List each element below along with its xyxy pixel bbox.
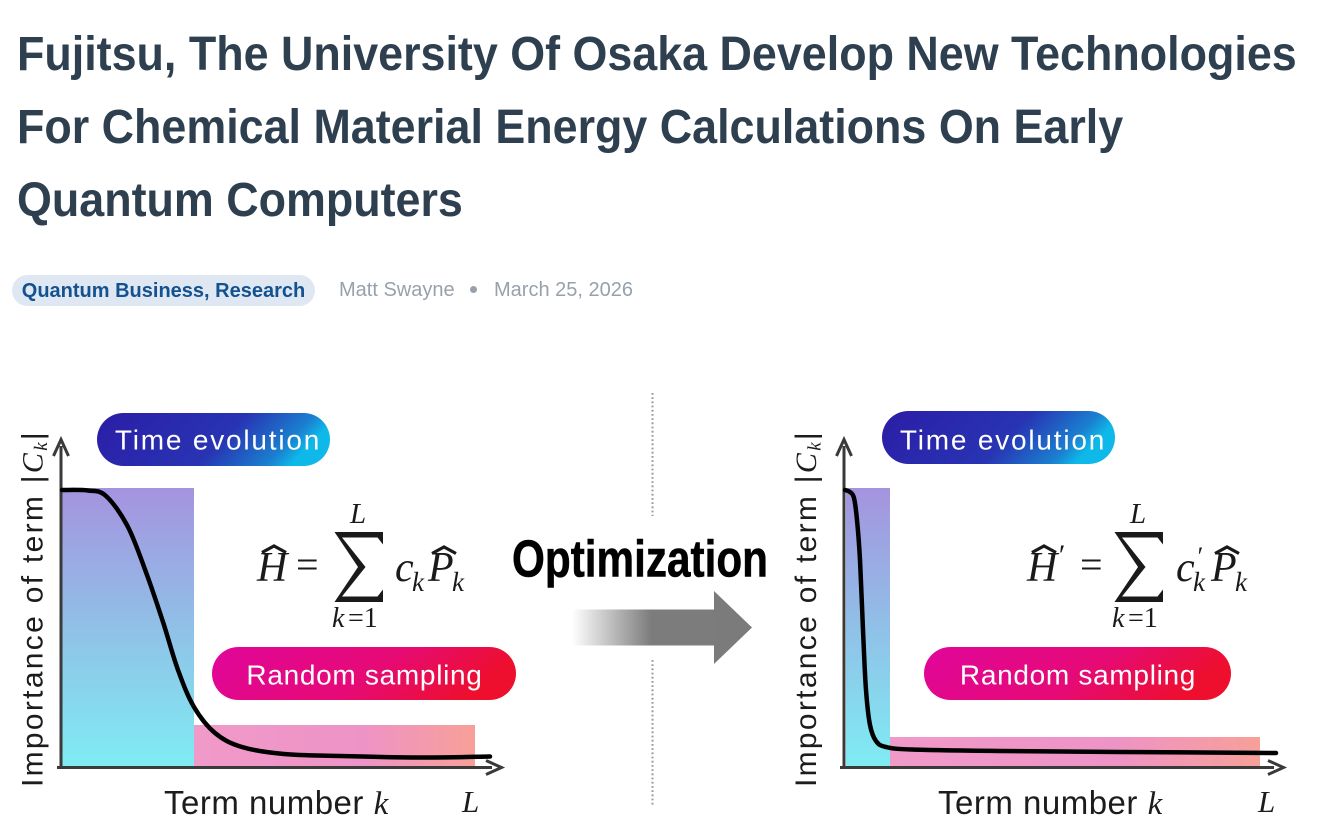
svg-text:Term number k: Term number k (938, 784, 1164, 822)
svg-text:′: ′ (1057, 539, 1064, 572)
svg-text:=: = (296, 542, 319, 587)
svg-text:k: k (1235, 567, 1248, 597)
svg-text:Importance of term |Ck|: Importance of term |Ck| (790, 430, 826, 787)
svg-text:k: k (332, 603, 345, 634)
svg-text:k: k (1112, 603, 1125, 634)
svg-text:Importance of term |Ck|: Importance of term |Ck| (17, 430, 53, 787)
svg-text:P: P (427, 545, 454, 591)
svg-text:=: = (1080, 542, 1103, 587)
svg-text:P: P (1210, 545, 1237, 591)
svg-text:Optimization: Optimization (512, 530, 768, 588)
svg-text:L: L (1129, 498, 1146, 530)
svg-text:k: k (412, 567, 425, 597)
svg-text:L: L (349, 498, 366, 530)
svg-text:′: ′ (1196, 542, 1202, 571)
svg-text:=1: =1 (1128, 603, 1158, 634)
svg-text:Random sampling: Random sampling (246, 660, 482, 691)
svg-text:Time evolution: Time evolution (900, 425, 1106, 456)
svg-text:c: c (395, 545, 414, 591)
svg-text:k: k (452, 567, 465, 597)
svg-text:k: k (1193, 567, 1206, 597)
svg-text:L: L (1257, 784, 1275, 819)
svg-text:Time evolution: Time evolution (115, 425, 321, 456)
svg-text:L: L (461, 784, 479, 819)
svg-text:=1: =1 (348, 603, 378, 634)
svg-text:c: c (1176, 545, 1195, 591)
svg-text:Random sampling: Random sampling (960, 660, 1196, 691)
svg-text:Term number k: Term number k (164, 784, 390, 822)
